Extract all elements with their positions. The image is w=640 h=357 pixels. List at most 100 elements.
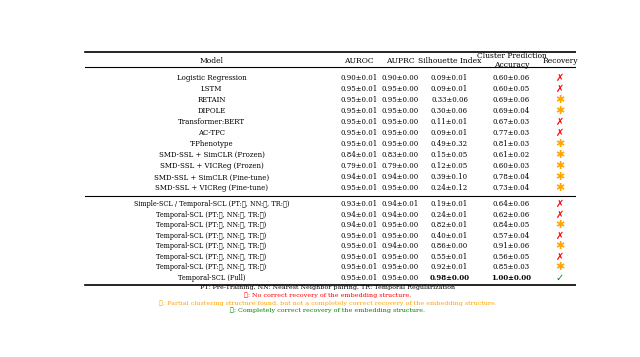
Text: SMD-SSL + VICReg (Frozen): SMD-SSL + VICReg (Frozen) <box>159 162 263 170</box>
Text: SMD-SSL + SimCLR (Frozen): SMD-SSL + SimCLR (Frozen) <box>159 151 264 159</box>
Text: 0.30±0.06: 0.30±0.06 <box>431 107 468 115</box>
Text: 0.62±0.06: 0.62±0.06 <box>493 211 530 219</box>
Text: ✱: ✱ <box>555 95 564 105</box>
Text: 0.40±0.01: 0.40±0.01 <box>431 232 468 240</box>
Text: 0.94±0.00: 0.94±0.00 <box>381 211 419 219</box>
Text: 0.12±0.05: 0.12±0.05 <box>431 162 468 170</box>
Text: ✱: ✱ <box>555 150 564 160</box>
Text: AC-TPC: AC-TPC <box>198 129 225 137</box>
Text: Temporal-SCL (PT:✗, NN:✓, TR:✗): Temporal-SCL (PT:✗, NN:✓, TR:✗) <box>156 221 267 229</box>
Text: SMD-SSL + VICReg (Fine-tune): SMD-SSL + VICReg (Fine-tune) <box>155 185 268 192</box>
Text: 0.90±0.00: 0.90±0.00 <box>381 74 419 82</box>
Text: 0.49±0.32: 0.49±0.32 <box>431 140 468 148</box>
Text: ✗: No correct recovery of the embedding structure.: ✗: No correct recovery of the embedding … <box>244 292 412 298</box>
Text: ✱: ✱ <box>555 106 564 116</box>
Text: 0.39±0.10: 0.39±0.10 <box>431 174 468 181</box>
Text: 0.56±0.05: 0.56±0.05 <box>493 253 530 261</box>
Text: 0.60±0.06: 0.60±0.06 <box>493 74 530 82</box>
Text: ✗: ✗ <box>556 199 564 209</box>
Text: Temporal-SCL (PT:✗, NN:✗, TR:✓): Temporal-SCL (PT:✗, NN:✗, TR:✓) <box>156 232 267 240</box>
Text: 0.95±0.00: 0.95±0.00 <box>381 96 419 104</box>
Text: 0.94±0.01: 0.94±0.01 <box>381 200 419 208</box>
Text: ✓: Completely correct recovery of the embedding structure.: ✓: Completely correct recovery of the em… <box>230 308 426 313</box>
Text: 0.24±0.01: 0.24±0.01 <box>431 211 468 219</box>
Text: 0.83±0.00: 0.83±0.00 <box>381 151 419 159</box>
Text: 0.90±0.01: 0.90±0.01 <box>340 74 378 82</box>
Text: 0.95±0.00: 0.95±0.00 <box>381 263 419 271</box>
Text: 0.33±0.06: 0.33±0.06 <box>431 96 468 104</box>
Text: 0.09±0.01: 0.09±0.01 <box>431 129 468 137</box>
Text: 0.95±0.01: 0.95±0.01 <box>340 140 378 148</box>
Text: ✱: ✱ <box>555 161 564 171</box>
Text: 0.95±0.01: 0.95±0.01 <box>340 129 378 137</box>
Text: 0.09±0.01: 0.09±0.01 <box>431 74 468 82</box>
Text: SMD-SSL + SimCLR (Fine-tune): SMD-SSL + SimCLR (Fine-tune) <box>154 174 269 181</box>
Text: 0.95±0.00: 0.95±0.00 <box>381 185 419 192</box>
Text: 0.92±0.01: 0.92±0.01 <box>431 263 468 271</box>
Text: PT: Pre-Training, NN: Nearest Neighbor pairing, TR: Temporal Regularization: PT: Pre-Training, NN: Nearest Neighbor p… <box>200 285 456 290</box>
Text: ✱: ✱ <box>555 172 564 182</box>
Text: 0.55±0.01: 0.55±0.01 <box>431 253 468 261</box>
Text: ✱: ✱ <box>555 220 564 230</box>
Text: ✱: ✱ <box>555 241 564 251</box>
Text: 0.15±0.05: 0.15±0.05 <box>431 151 468 159</box>
Text: 0.82±0.01: 0.82±0.01 <box>431 221 468 229</box>
Text: 0.79±0.01: 0.79±0.01 <box>340 162 378 170</box>
Text: 0.94±0.00: 0.94±0.00 <box>381 242 419 250</box>
Text: ✱: ✱ <box>555 139 564 149</box>
Text: 0.95±0.01: 0.95±0.01 <box>340 232 378 240</box>
Text: ✗: ✗ <box>556 231 564 241</box>
Text: 0.94±0.01: 0.94±0.01 <box>340 174 378 181</box>
Text: Simple-SCL / Temporal-SCL (PT:✗, NN:✗, TR:✗): Simple-SCL / Temporal-SCL (PT:✗, NN:✗, T… <box>134 200 289 208</box>
Text: Logistic Regression: Logistic Regression <box>177 74 246 82</box>
Text: 0.95±0.00: 0.95±0.00 <box>381 129 419 137</box>
Text: Silhouette Index: Silhouette Index <box>418 57 481 65</box>
Text: 0.91±0.06: 0.91±0.06 <box>493 242 530 250</box>
Text: 0.60±0.05: 0.60±0.05 <box>493 85 530 93</box>
Text: 0.60±0.03: 0.60±0.03 <box>493 162 530 170</box>
Text: Recovery: Recovery <box>542 57 578 65</box>
Text: Cluster Prediction
Accuracy: Cluster Prediction Accuracy <box>477 52 547 69</box>
Text: 0.81±0.03: 0.81±0.03 <box>493 140 530 148</box>
Text: 0.95±0.00: 0.95±0.00 <box>381 232 419 240</box>
Text: 0.95±0.00: 0.95±0.00 <box>381 118 419 126</box>
Text: Temporal-SCL (PT:✓, NN:✓, TR:✗): Temporal-SCL (PT:✓, NN:✓, TR:✗) <box>156 263 267 271</box>
Text: 0.79±0.00: 0.79±0.00 <box>381 162 419 170</box>
Text: ✱: ✱ <box>555 262 564 272</box>
Text: 0.24±0.12: 0.24±0.12 <box>431 185 468 192</box>
Text: 0.86±0.00: 0.86±0.00 <box>431 242 468 250</box>
Text: 0.95±0.00: 0.95±0.00 <box>381 107 419 115</box>
Text: 0.94±0.00: 0.94±0.00 <box>381 174 419 181</box>
Text: ✗: ✗ <box>556 84 564 94</box>
Text: LSTM: LSTM <box>201 85 222 93</box>
Text: 0.84±0.01: 0.84±0.01 <box>340 151 378 159</box>
Text: Temporal-SCL (PT:✓, NN:✗, TR:✗): Temporal-SCL (PT:✓, NN:✗, TR:✗) <box>156 211 267 219</box>
Text: T-Phenotype: T-Phenotype <box>189 140 233 148</box>
Text: ✱: ✱ <box>555 183 564 193</box>
Text: 0.69±0.06: 0.69±0.06 <box>493 96 530 104</box>
Text: 0.64±0.06: 0.64±0.06 <box>493 200 530 208</box>
Text: 0.84±0.05: 0.84±0.05 <box>493 221 530 229</box>
Text: 0.94±0.01: 0.94±0.01 <box>340 221 378 229</box>
Text: 0.95±0.01: 0.95±0.01 <box>340 242 378 250</box>
Text: 0.95±0.00: 0.95±0.00 <box>381 140 419 148</box>
Text: AUROC: AUROC <box>344 57 374 65</box>
Text: 0.67±0.03: 0.67±0.03 <box>493 118 530 126</box>
Text: 0.95±0.01: 0.95±0.01 <box>340 85 378 93</box>
Text: Temporal-SCL (PT:✓, NN:✗, TR:✓): Temporal-SCL (PT:✓, NN:✗, TR:✓) <box>156 253 267 261</box>
Text: 0.78±0.04: 0.78±0.04 <box>493 174 530 181</box>
Text: DIPOLE: DIPOLE <box>197 107 225 115</box>
Text: 0.95±0.00: 0.95±0.00 <box>381 274 419 282</box>
Text: ✓: ✓ <box>556 273 564 283</box>
Text: 1.00±0.00: 1.00±0.00 <box>492 274 531 282</box>
Text: 0.73±0.04: 0.73±0.04 <box>493 185 530 192</box>
Text: 0.61±0.02: 0.61±0.02 <box>493 151 530 159</box>
Text: ✗: ✗ <box>556 252 564 262</box>
Text: ✗: ✗ <box>556 210 564 220</box>
Text: ✱: Partial clustering structure found, but not a completely correct recovery of : ✱: Partial clustering structure found, b… <box>159 300 497 306</box>
Text: 0.95±0.01: 0.95±0.01 <box>340 274 378 282</box>
Text: AUPRC: AUPRC <box>386 57 414 65</box>
Text: 0.85±0.03: 0.85±0.03 <box>493 263 530 271</box>
Text: 0.95±0.01: 0.95±0.01 <box>340 107 378 115</box>
Text: 0.69±0.04: 0.69±0.04 <box>493 107 530 115</box>
